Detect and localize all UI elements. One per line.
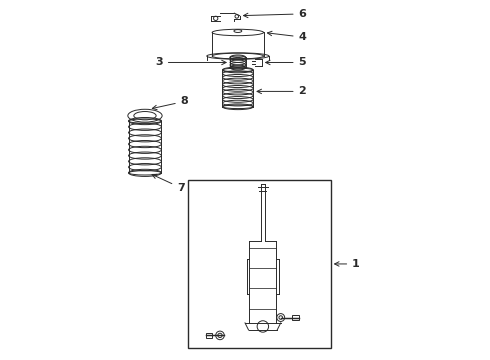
Text: 1: 1 <box>335 259 360 269</box>
Bar <box>206 333 212 338</box>
Text: 6: 6 <box>244 9 306 19</box>
Text: 3: 3 <box>155 58 226 67</box>
Text: 4: 4 <box>268 31 306 42</box>
Bar <box>188 180 331 348</box>
Text: 2: 2 <box>257 86 306 96</box>
Text: 5: 5 <box>266 58 306 67</box>
Bar <box>292 315 298 320</box>
Text: 7: 7 <box>152 174 185 193</box>
Text: 8: 8 <box>152 96 189 110</box>
